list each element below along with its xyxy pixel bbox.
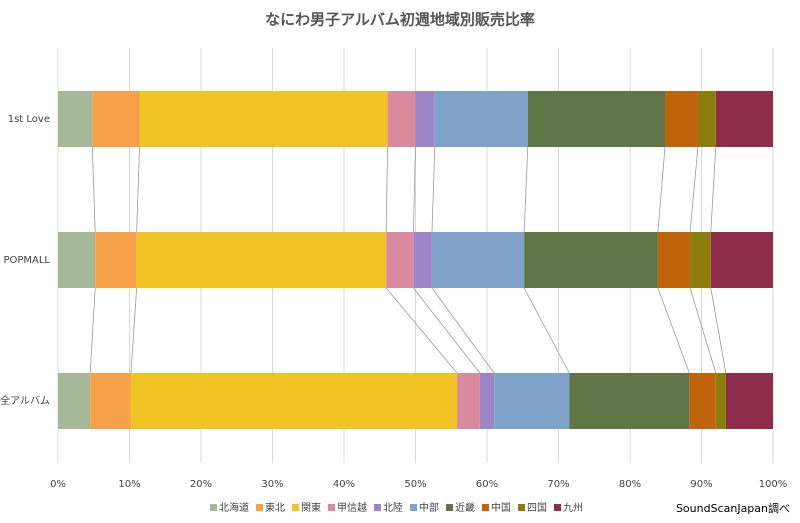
series-line [657,287,690,374]
series-line [710,146,717,233]
series-line [91,146,96,233]
bar-segment [58,91,93,147]
bar-segment [58,373,91,429]
series-line [523,287,570,374]
bar-segment [434,91,528,147]
x-tick-label: 90% [690,479,712,490]
x-tick-label: 40% [333,479,355,490]
series-line [130,287,138,374]
legend-swatch [482,504,489,511]
legend-swatch [256,504,263,511]
bar-segment [136,232,387,288]
bar-segment [456,373,480,429]
legend-label: 東北 [265,501,285,514]
bar-segment [387,91,416,147]
legend-swatch [518,504,525,511]
series-line [431,146,436,233]
x-tick-label: 50% [404,479,426,490]
legend-label: 中国 [491,501,511,514]
bar-segment [494,373,570,429]
bar-segment [431,232,525,288]
legend-swatch [328,504,335,511]
bar-segment [92,91,140,147]
x-tick-label: 20% [190,479,212,490]
bar-segment [725,373,773,429]
x-tick-label: 0% [50,479,66,490]
bar-segment [413,232,432,288]
bar-segment [527,91,666,147]
legend-label: 北陸 [383,501,403,514]
legend-swatch [374,504,381,511]
legend-swatch [446,504,453,511]
bar-segment [665,91,698,147]
series-line [657,146,666,233]
series-line [136,146,140,233]
bar-segment [715,91,773,147]
chart-title: なにわ男子アルバム初週地域別販売比率 [265,11,535,29]
y-tick-label: 全アルバム [0,394,50,407]
source-note: SoundScanJapan調べ [676,501,790,515]
legend-label: 四国 [527,502,547,514]
bar-segment [130,373,457,429]
series-line [413,287,481,374]
legend-label: 北海道 [219,501,249,514]
series-line [710,287,727,374]
x-tick-label: 10% [118,479,140,490]
bar-segment [697,91,716,147]
series-line [385,287,458,374]
legend-label: 関東 [301,501,321,514]
bar-segment [689,373,716,429]
bar-segment [90,373,131,429]
legend-label: 甲信越 [337,501,367,514]
series-line [431,287,495,374]
legend-swatch [554,504,561,511]
x-tick-label: 100% [759,479,788,490]
legend-swatch [292,504,299,511]
x-tick-label: 60% [476,479,498,490]
series-line [89,287,96,374]
bar-segment [386,232,414,288]
x-tick-label: 80% [619,479,641,490]
legend-swatch [210,504,217,511]
x-tick-label: 30% [261,479,283,490]
bar-segment [479,373,495,429]
series-line [689,146,699,233]
bar-segment [710,232,773,288]
x-tick-label: 70% [547,479,569,490]
legend-swatch [410,504,417,511]
series-line [689,287,717,374]
bar-segment [715,373,726,429]
bar-segment [690,232,711,288]
bar-segment [524,232,658,288]
bar-segment [139,91,388,147]
legend-label: 近畿 [455,501,475,514]
series-line [385,146,389,233]
series-line [412,146,416,233]
y-tick-label: 1st Love [8,114,50,125]
legend-label: 中部 [419,501,439,514]
bar-segment [569,373,690,429]
bar-segment [415,91,435,147]
bar-segment [657,232,691,288]
bar-segment [95,232,137,288]
bar-segment [58,232,96,288]
series-line [523,146,529,233]
legend-label: 九州 [563,502,583,514]
y-tick-label: POPMALL [3,255,50,266]
